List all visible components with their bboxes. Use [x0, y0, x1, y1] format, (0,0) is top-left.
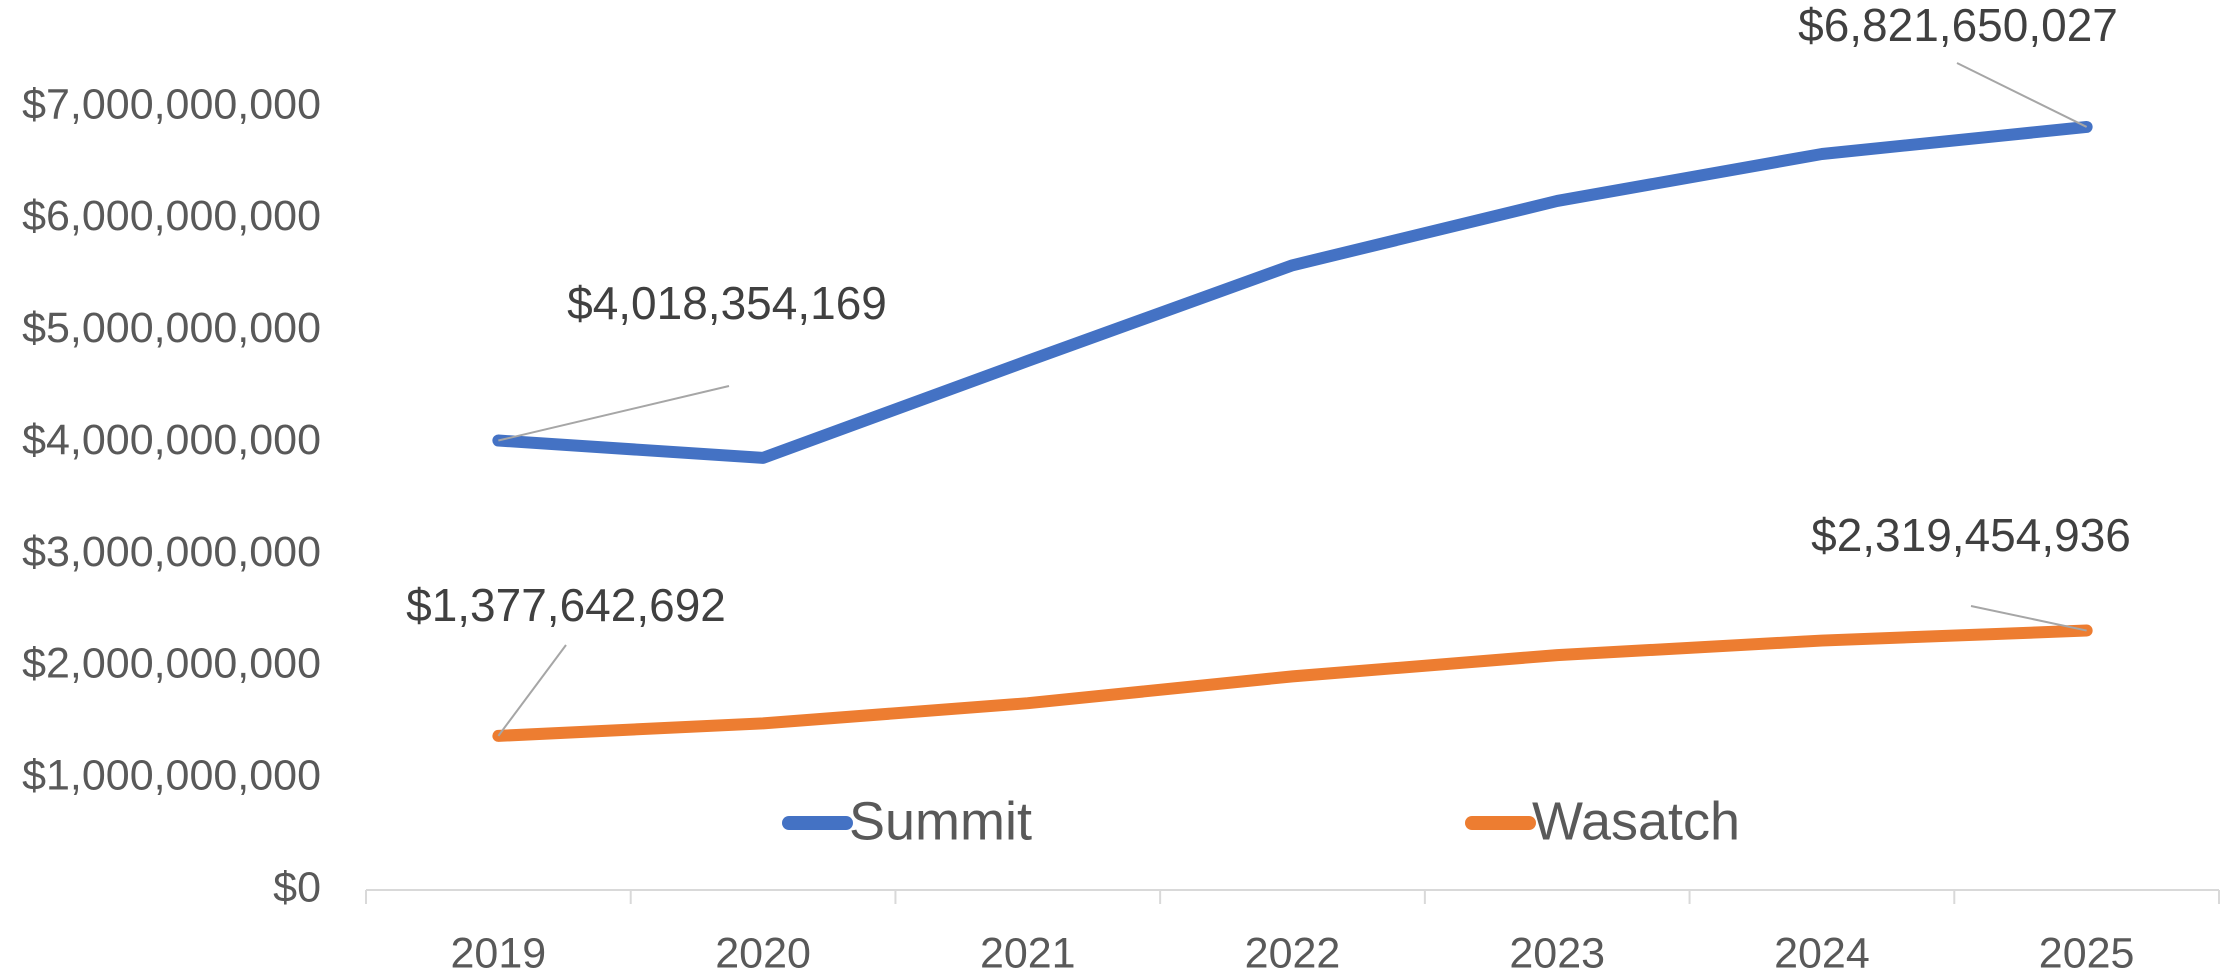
y-tick-label: $1,000,000,000 — [22, 752, 321, 800]
leader-line — [1956, 62, 2088, 128]
x-tick-label: 2025 — [2039, 929, 2135, 977]
y-tick-label: $6,000,000,000 — [22, 192, 321, 240]
leader-line — [498, 385, 730, 442]
data-label: $2,319,454,936 — [1811, 509, 2131, 561]
data-label: $6,821,650,027 — [1798, 0, 2118, 51]
y-tick-label: $4,000,000,000 — [22, 416, 321, 464]
y-tick-label: $7,000,000,000 — [22, 80, 321, 128]
y-tick-label: $5,000,000,000 — [22, 304, 321, 352]
y-tick-label: $0 — [273, 863, 321, 911]
x-tick-label: 2023 — [1509, 929, 1605, 977]
x-tick-label: 2021 — [980, 929, 1076, 977]
y-tick-label: $3,000,000,000 — [22, 528, 321, 576]
series-line — [492, 120, 2093, 464]
x-tick-label: 2022 — [1245, 929, 1341, 977]
y-tick-label: $2,000,000,000 — [22, 640, 321, 688]
legend-label: Wasatch — [1532, 791, 1740, 851]
x-tick-label: 2019 — [451, 929, 547, 977]
x-tick-label: 2020 — [715, 929, 811, 977]
series-line — [492, 624, 2093, 742]
x-tick-label: 2024 — [1774, 929, 1870, 977]
leader-line — [497, 644, 567, 737]
data-label: $1,377,642,692 — [406, 579, 726, 631]
data-label: $4,018,354,169 — [567, 277, 887, 329]
leader-line — [1970, 605, 2087, 632]
legend-label: Summit — [849, 791, 1032, 851]
